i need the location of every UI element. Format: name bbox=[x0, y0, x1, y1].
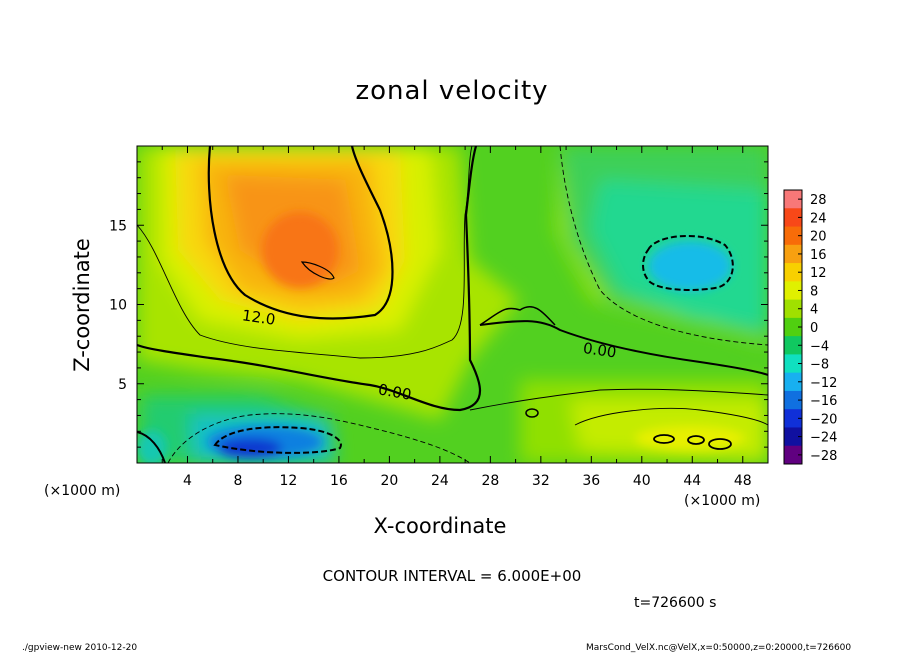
colorbar-segment bbox=[784, 427, 802, 447]
colorbar-label: 28 bbox=[810, 193, 827, 208]
x-axis-title: X-coordinate bbox=[373, 514, 507, 538]
colorbar-segment bbox=[784, 190, 802, 209]
colorbar-segment bbox=[784, 263, 802, 282]
contour-line bbox=[137, 146, 481, 412]
y-tick-label: 10 bbox=[109, 298, 127, 314]
y-tick-label: 15 bbox=[109, 218, 127, 234]
colorbar-label: −28 bbox=[810, 449, 837, 464]
colorbar-segment bbox=[784, 390, 802, 410]
colorbar-label: 4 bbox=[810, 303, 818, 318]
x-tick-label: 28 bbox=[481, 473, 499, 489]
contour-line bbox=[213, 426, 342, 454]
x-tick-label: 4 bbox=[183, 473, 192, 489]
colorbar-label: −8 bbox=[810, 358, 829, 373]
colorbar-segment bbox=[784, 409, 802, 428]
colorbar-label: 0 bbox=[810, 321, 818, 336]
x-tick-label: 20 bbox=[380, 473, 398, 489]
heatmap-field bbox=[137, 146, 768, 463]
contour-line bbox=[687, 435, 705, 445]
colorbar-segment bbox=[784, 226, 802, 246]
colorbar-segment bbox=[784, 281, 802, 301]
colorbar-segment bbox=[784, 336, 802, 355]
contour-line bbox=[479, 305, 556, 326]
x-axis-unit-right: (×1000 m) bbox=[684, 493, 761, 509]
colorbar-label: −4 bbox=[810, 339, 829, 354]
x-tick-label: 8 bbox=[233, 473, 242, 489]
colorbar-label: 16 bbox=[810, 248, 827, 263]
x-tick-label: 48 bbox=[734, 473, 752, 489]
contour-line bbox=[559, 146, 768, 346]
contour-line bbox=[525, 408, 539, 418]
contour-line bbox=[642, 234, 734, 291]
contour-lines bbox=[137, 146, 768, 463]
x-tick-label: 40 bbox=[633, 473, 651, 489]
contour-line bbox=[469, 388, 768, 411]
time-label: t=726600 s bbox=[634, 595, 717, 611]
contour-interval-label: CONTOUR INTERVAL = 6.000E+00 bbox=[322, 567, 582, 585]
colorbar-label: 8 bbox=[810, 284, 818, 299]
colorbar-segment bbox=[784, 244, 802, 264]
contour-line bbox=[574, 407, 768, 426]
colorbar-segment bbox=[784, 372, 802, 392]
colorbar-label: −20 bbox=[810, 412, 837, 427]
x-tick-label: 32 bbox=[532, 473, 550, 489]
colorbar: 28 24 20 16 12 8 4 0 −4 −8 −12 −16 −20 −24 −28 bbox=[783, 189, 837, 465]
contour-line bbox=[479, 320, 768, 376]
contour-line bbox=[167, 413, 471, 463]
colorbar-segment bbox=[784, 299, 802, 319]
y-axis-title: Z-coordinate bbox=[70, 238, 94, 372]
contour-line bbox=[708, 438, 732, 450]
colorbar-label: 12 bbox=[810, 266, 827, 281]
colorbar-segment bbox=[784, 354, 802, 374]
contour-line bbox=[653, 434, 675, 444]
chart-title: zonal velocity bbox=[355, 76, 549, 106]
contour-line bbox=[207, 146, 394, 320]
x-tick-label: 44 bbox=[683, 473, 701, 489]
contour-label: 0.00 bbox=[582, 339, 618, 361]
colorbar-segment bbox=[784, 208, 802, 228]
colorbar-segment bbox=[784, 317, 802, 337]
x-tick-label: 36 bbox=[582, 473, 600, 489]
x-tick-label: 24 bbox=[431, 473, 449, 489]
footer-right: MarsCond_VelX.nc@VelX,x=0:50000,z=0:2000… bbox=[586, 643, 852, 653]
colorbar-label: −12 bbox=[810, 376, 837, 391]
colorbar-segment bbox=[784, 445, 802, 465]
contour-label: 12.0 bbox=[241, 306, 277, 328]
contour-line bbox=[300, 261, 335, 280]
x-axis-unit-left: (×1000 m) bbox=[44, 483, 121, 499]
y-axis: 5 10 15 bbox=[109, 161, 768, 448]
y-tick-label: 5 bbox=[118, 377, 127, 393]
colorbar-label: −24 bbox=[810, 431, 837, 446]
colorbar-label: 24 bbox=[810, 211, 827, 226]
x-tick-label: 16 bbox=[330, 473, 348, 489]
contour-label: 0.00 bbox=[377, 380, 413, 404]
x-axis: 4 8 12 16 20 24 28 32 36 40 44 48 bbox=[161, 146, 752, 489]
x-tick-label: 12 bbox=[280, 473, 298, 489]
footer-left: ./gpview-new 2010-12-20 bbox=[22, 643, 138, 653]
colorbar-label: −16 bbox=[810, 394, 837, 409]
colorbar-label: 20 bbox=[810, 230, 827, 245]
contour-labels: 12.0 0.00 0.00 bbox=[241, 306, 618, 404]
contour-line bbox=[137, 431, 166, 463]
